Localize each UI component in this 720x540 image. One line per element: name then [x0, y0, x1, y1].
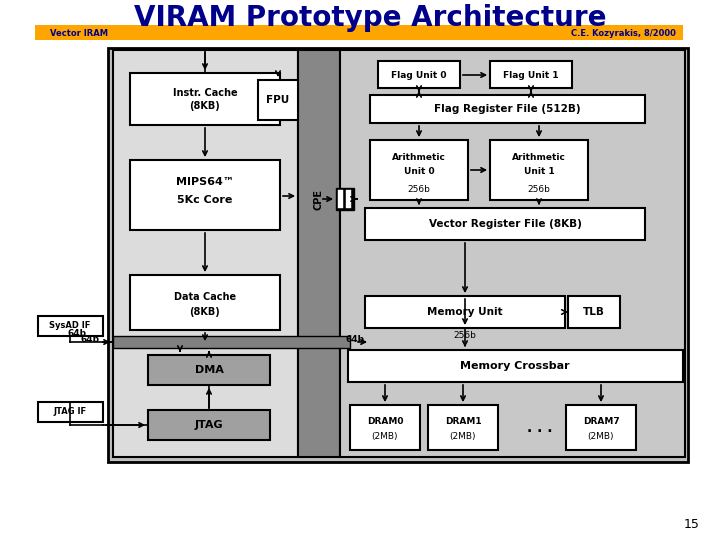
Text: (8KB): (8KB)	[189, 101, 220, 111]
Text: 15: 15	[684, 518, 700, 531]
Bar	[346, 190, 351, 208]
Text: 256b: 256b	[408, 186, 431, 194]
Text: DRAM1: DRAM1	[445, 417, 481, 427]
Bar	[566, 405, 636, 450]
Bar	[130, 160, 280, 230]
Bar	[38, 402, 103, 422]
Text: DMA: DMA	[194, 365, 223, 375]
Bar	[370, 140, 468, 200]
Text: Memory Unit: Memory Unit	[427, 307, 503, 317]
Bar	[365, 296, 565, 328]
Bar	[378, 61, 460, 88]
Text: FPU: FPU	[266, 95, 289, 105]
Bar	[113, 50, 298, 457]
Bar	[38, 316, 103, 336]
Text: 5Kc Core: 5Kc Core	[177, 195, 233, 205]
Bar	[428, 405, 498, 450]
Text: Unit 1: Unit 1	[523, 167, 554, 177]
Text: Data Cache: Data Cache	[174, 292, 236, 302]
Bar	[108, 48, 688, 462]
Bar	[350, 405, 420, 450]
Text: 64b: 64b	[68, 329, 87, 339]
Text: (2MB): (2MB)	[450, 433, 476, 442]
Text: (2MB): (2MB)	[588, 433, 614, 442]
Text: Flag Register File (512B): Flag Register File (512B)	[433, 104, 580, 114]
Text: (8KB): (8KB)	[189, 307, 220, 317]
Bar	[370, 95, 645, 123]
Text: 256b: 256b	[528, 186, 550, 194]
Text: 256b: 256b	[454, 332, 477, 341]
Text: Instr. Cache: Instr. Cache	[173, 88, 238, 98]
Text: Arithmetic: Arithmetic	[512, 153, 566, 163]
Bar	[338, 190, 343, 208]
Bar	[336, 188, 354, 210]
Bar	[365, 208, 645, 240]
Text: JTAG IF: JTAG IF	[53, 408, 86, 416]
Text: Flag Unit 1: Flag Unit 1	[503, 71, 559, 79]
Bar	[568, 296, 620, 328]
Bar	[130, 73, 280, 125]
Bar	[258, 80, 298, 120]
Text: DRAM0: DRAM0	[366, 417, 403, 427]
Text: DRAM7: DRAM7	[582, 417, 619, 427]
Text: (2MB): (2MB)	[372, 433, 398, 442]
Text: Flag Unit 0: Flag Unit 0	[391, 71, 446, 79]
Text: VIRAM Prototype Architecture: VIRAM Prototype Architecture	[134, 4, 606, 32]
Text: Vector IRAM: Vector IRAM	[50, 29, 108, 37]
Bar	[490, 140, 588, 200]
Text: TLB: TLB	[583, 307, 605, 317]
Text: . . .: . . .	[527, 421, 553, 435]
Text: Arithmetic: Arithmetic	[392, 153, 446, 163]
Text: Vector Register File (8KB): Vector Register File (8KB)	[428, 219, 582, 229]
Text: JTAG: JTAG	[194, 420, 223, 430]
Text: C.E. Kozyrakis, 8/2000: C.E. Kozyrakis, 8/2000	[571, 29, 676, 37]
Text: 64b: 64b	[81, 335, 99, 345]
Text: SysAD IF: SysAD IF	[49, 321, 91, 330]
Bar	[298, 50, 340, 457]
Bar	[113, 336, 350, 348]
Bar	[35, 25, 683, 40]
Bar	[148, 410, 270, 440]
Text: Unit 0: Unit 0	[404, 167, 434, 177]
Text: MIPS64™: MIPS64™	[176, 177, 234, 187]
Bar	[130, 275, 280, 330]
Bar	[148, 355, 270, 385]
Bar	[490, 61, 572, 88]
Bar	[348, 350, 683, 382]
Bar	[340, 50, 685, 457]
Text: Memory Crossbar: Memory Crossbar	[460, 361, 570, 371]
Text: CPE: CPE	[314, 190, 324, 211]
Text: 64b: 64b	[346, 335, 364, 345]
